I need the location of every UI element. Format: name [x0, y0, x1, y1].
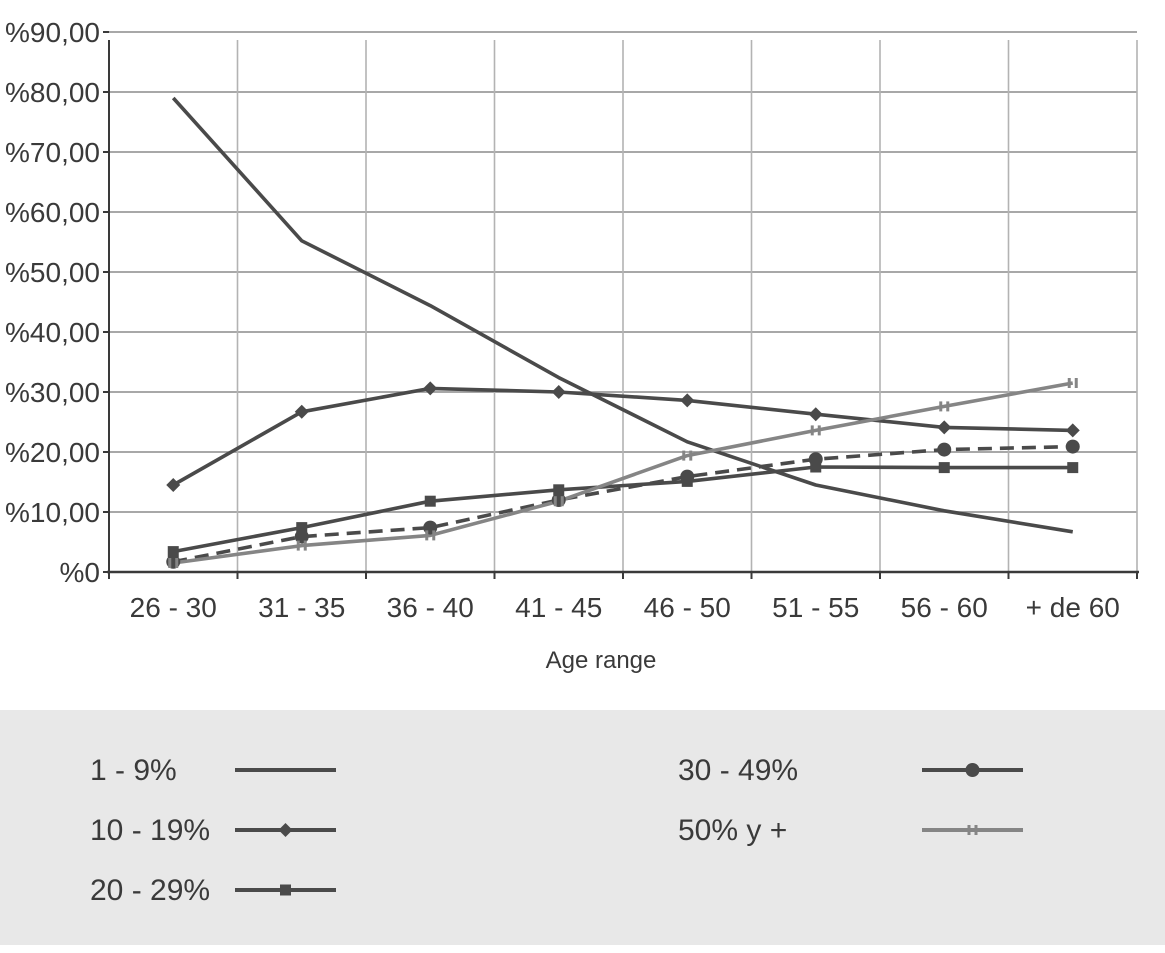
data-point-series-3: [938, 462, 950, 474]
data-point-series-2: [166, 478, 181, 492]
data-point-series-3: [553, 484, 565, 496]
data-point-series-2: [937, 420, 952, 435]
x-tick-label: 31 - 35: [258, 592, 345, 623]
x-tick-label: + de 60: [1026, 592, 1120, 623]
data-point-series-3: [810, 461, 822, 473]
marker-bar-right: [432, 530, 436, 541]
marker-bar-left: [168, 558, 172, 568]
grid: [109, 31, 1138, 572]
data-point-series-5: [682, 450, 693, 461]
data-point-series-5: [939, 401, 950, 412]
data-point-series-2: [808, 407, 823, 422]
marker-bar-right: [1074, 378, 1078, 388]
legend-label: 1 - 9%: [90, 754, 177, 787]
y-tick-label: %50,00: [5, 257, 100, 288]
data-point-series-3: [1067, 462, 1079, 474]
marker-bar-left: [939, 401, 943, 412]
series-line-3: [172, 465, 1073, 554]
marker-bar-right: [303, 540, 307, 551]
marker-bar-right: [175, 558, 179, 568]
data-point-series-5: [553, 496, 564, 507]
data-point-series-5: [1067, 378, 1078, 388]
line-chart: %0 %10,00 %20,00 %30,00 %40,00 %50,00 %60,00 %7…: [5, 17, 1139, 674]
x-tick-label: 41 - 45: [515, 592, 602, 623]
y-tick-label: %30,00: [5, 377, 100, 408]
marker-bar-left: [682, 450, 686, 461]
legend-label: 50% y +: [678, 814, 787, 847]
markers-group: [166, 378, 1080, 569]
chart-area: %0 %10,00 %20,00 %30,00 %40,00 %50,00 %60,00 %7…: [5, 17, 1139, 674]
series-line-1: [171, 96, 1074, 534]
legend-marker: [278, 823, 293, 837]
data-point-series-2: [680, 393, 695, 408]
y-tick-label: %60,00: [5, 197, 100, 228]
series-line-4: [172, 444, 1073, 564]
data-point-series-3: [296, 522, 308, 534]
legend-marker: [965, 763, 980, 777]
legend-label: 10 - 19%: [90, 814, 210, 847]
x-tick-label: 56 - 60: [901, 592, 988, 623]
legend-marker: [967, 825, 978, 835]
data-point-series-2: [423, 381, 438, 396]
marker-bar-right: [560, 496, 564, 507]
data-point-series-5: [168, 558, 179, 568]
legend-item-3: 20 - 29%: [90, 874, 336, 907]
data-point-series-4: [294, 529, 309, 544]
axes: [103, 31, 1139, 579]
marker-bar-left: [425, 530, 429, 541]
marker-bar-left: [296, 540, 300, 551]
x-axis-title: Age range: [546, 647, 657, 674]
legend-marker: [280, 884, 291, 896]
data-point-series-3: [424, 495, 436, 507]
marker-bar-left: [1067, 378, 1071, 388]
legend-item-4: 30 - 49%: [678, 754, 1023, 787]
legend-label: 20 - 29%: [90, 874, 210, 907]
marker-bar-right: [689, 450, 693, 461]
series-group: [171, 96, 1074, 565]
data-point-series-2: [551, 385, 566, 399]
marker-bar-right: [817, 425, 821, 436]
legend-item-1: 1 - 9%: [90, 754, 336, 787]
data-point-series-3: [167, 546, 179, 558]
x-tick-label: 46 - 50: [644, 592, 731, 623]
legend: 1 - 9% 10 - 19% 20 - 29% 30 - 49% 50% y +: [0, 710, 1165, 945]
legend-item-2: 10 - 19%: [90, 814, 336, 847]
x-tick-label: 26 - 30: [130, 592, 217, 623]
data-point-series-4: [937, 442, 952, 457]
data-point-series-4: [1065, 439, 1080, 454]
data-point-series-4: [680, 469, 695, 484]
y-tick-label: %40,00: [5, 317, 100, 348]
y-tick-label: %20,00: [5, 437, 100, 468]
x-tick-label: 36 - 40: [387, 592, 474, 623]
marker-bar-right: [946, 401, 950, 412]
x-tick-label: 51 - 55: [772, 592, 859, 623]
data-point-series-2: [1065, 423, 1080, 438]
marker-bar-left: [810, 425, 814, 436]
legend-label: 30 - 49%: [678, 754, 798, 787]
y-tick-label: %0: [60, 557, 100, 588]
legend-items: 1 - 9% 10 - 19% 20 - 29% 30 - 49% 50% y +: [90, 754, 1023, 907]
y-tick-label: %10,00: [5, 497, 100, 528]
marker-bar-left: [553, 496, 557, 507]
series-line-2: [172, 386, 1073, 487]
data-point-series-2: [294, 404, 309, 419]
data-point-series-4: [808, 452, 823, 467]
tick-labels: %0 %10,00 %20,00 %30,00 %40,00 %50,00 %60,00 %7…: [5, 17, 1120, 623]
y-tick-label: %80,00: [5, 77, 100, 108]
data-point-series-5: [296, 540, 307, 551]
marker-bar-left: [967, 825, 971, 835]
series-line-5: [173, 381, 1074, 565]
y-tick-label: %90,00: [5, 17, 100, 48]
y-tick-label: %70,00: [5, 137, 100, 168]
marker-bar-right: [974, 825, 978, 835]
legend-item-5: 50% y +: [678, 814, 1023, 847]
data-point-series-5: [425, 530, 436, 541]
data-point-series-5: [810, 425, 821, 436]
